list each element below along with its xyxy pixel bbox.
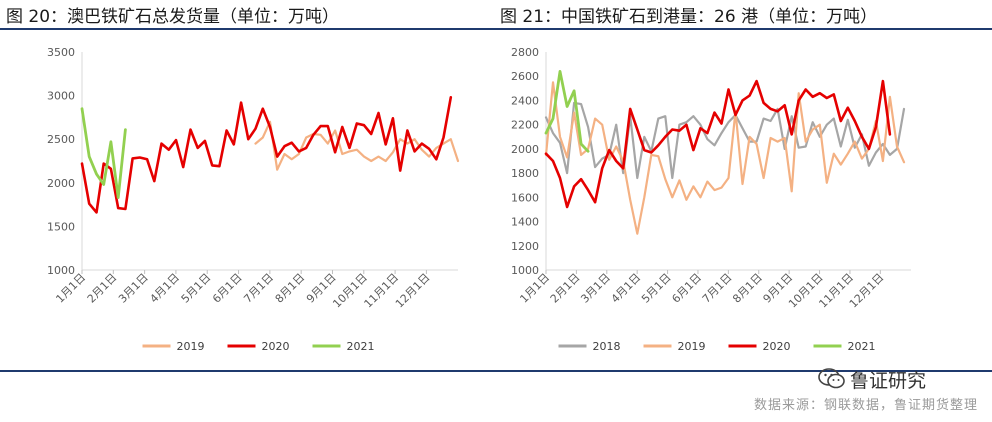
- x-tick-label: 2月1日: [548, 271, 583, 306]
- x-tick-label: 3月1日: [578, 271, 613, 306]
- right-chart: 1000 1200 1400 1600 1800 2000 2200 2400 2600 2800…: [511, 46, 911, 353]
- y-tick-label: 1600: [511, 191, 539, 204]
- watermark-text: 鲁证研究: [850, 369, 927, 392]
- legend-label-2019: 2019: [678, 340, 706, 353]
- x-tick-label: 6月1日: [210, 271, 245, 306]
- watermark: 鲁证研究: [818, 366, 926, 392]
- left-chart: 1000150020002500300035001月1日2月1日3月1日4月1日…: [47, 46, 460, 353]
- left-chart-title: 图 20：澳巴铁矿石总发货量（单位：万吨）: [6, 7, 340, 27]
- legend-label-2021: 2021: [347, 340, 375, 353]
- y-tick-label: 2000: [47, 177, 75, 190]
- y-tick-label: 2600: [511, 70, 539, 83]
- series-line-2021: [544, 70, 590, 153]
- y-tick-label: 2500: [47, 133, 75, 146]
- x-tick-label: 4月1日: [147, 271, 182, 306]
- x-tick-label: 6月1日: [669, 271, 704, 306]
- y-tick-label: 1200: [511, 240, 539, 253]
- legend-label-2020: 2020: [763, 340, 791, 353]
- x-tick-label: 12月1日: [393, 271, 433, 311]
- top-divider: [0, 28, 992, 30]
- series-line-2019: [254, 120, 460, 171]
- x-tick-label: 8月1日: [730, 271, 765, 306]
- y-tick-label: 1500: [47, 220, 75, 233]
- series-line-2021: [80, 107, 127, 199]
- bottom-divider: [0, 370, 992, 372]
- x-tick-label: 8月1日: [273, 271, 308, 306]
- y-tick-label: 1000: [511, 264, 539, 277]
- legend-label-2021: 2021: [848, 340, 876, 353]
- y-tick-label: 2800: [511, 46, 539, 59]
- x-tick-label: 4月1日: [609, 271, 644, 306]
- x-tick-label: 7月1日: [241, 271, 276, 306]
- series-line-2019: [544, 81, 906, 235]
- series-line-2020: [80, 96, 453, 214]
- y-tick-label: 2400: [511, 94, 539, 107]
- y-tick-label: 3500: [47, 46, 75, 59]
- y-tick-label: 1000: [47, 264, 75, 277]
- y-tick-label: 1400: [511, 216, 539, 229]
- data-source-note: 数据来源：钢联数据，鲁证期货整理: [753, 398, 978, 413]
- x-tick-label: 3月1日: [116, 271, 151, 306]
- y-tick-label: 1800: [511, 167, 539, 180]
- x-tick-label: 7月1日: [700, 271, 735, 306]
- legend-label-2018: 2018: [593, 340, 621, 353]
- legend-label-2019: 2019: [177, 340, 205, 353]
- wechat-icon: [818, 368, 845, 389]
- right-chart-title: 图 21：中国铁矿石到港量：26 港（单位：万吨）: [500, 7, 878, 27]
- x-tick-label: 5月1日: [639, 271, 674, 306]
- x-tick-label: 2月1日: [85, 271, 120, 306]
- legend-label-2020: 2020: [262, 340, 290, 353]
- series-line-2020: [544, 79, 892, 209]
- y-tick-label: 3000: [47, 90, 75, 103]
- y-tick-label: 2000: [511, 143, 539, 156]
- x-tick-label: 5月1日: [179, 271, 214, 306]
- y-tick-label: 2200: [511, 119, 539, 132]
